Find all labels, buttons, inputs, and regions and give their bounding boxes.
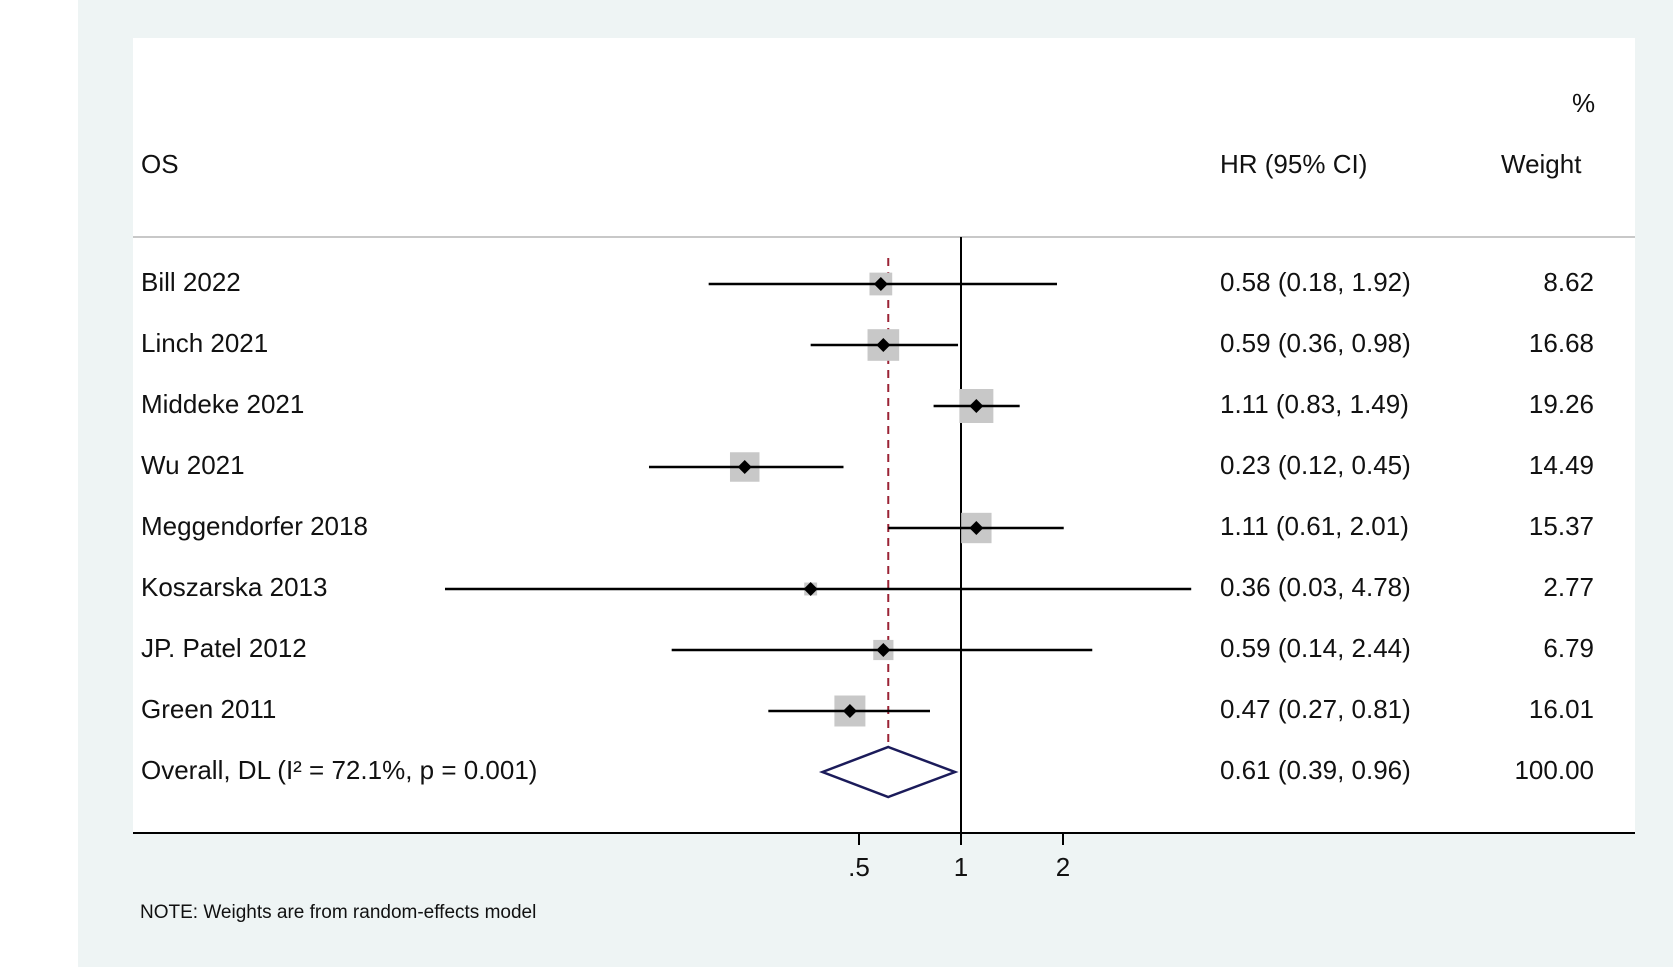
study-name: JP. Patel 2012 (141, 633, 307, 663)
study-hr-ci: 1.11 (0.61, 2.01) (1220, 511, 1409, 541)
forest-plot-layer: .5 1 2 (133, 236, 1635, 882)
study-hr-ci: 1.11 (0.83, 1.49) (1220, 389, 1409, 419)
point-estimate-marker (876, 643, 891, 657)
study-weight: 16.01 (1528, 694, 1594, 724)
study-name: Middeke 2021 (141, 389, 305, 419)
weight-column-header: Weight (1501, 149, 1582, 179)
study-weight: 8.62 (1543, 267, 1594, 297)
study-hr-ci: 0.23 (0.12, 0.45) (1220, 450, 1411, 480)
overall-label: Overall, DL (I² = 72.1%, p = 0.001) (141, 755, 538, 785)
point-estimate-marker (969, 521, 984, 535)
study-name: Bill 2022 (141, 267, 241, 297)
effect-column-header: HR (95% CI) (1220, 149, 1368, 179)
point-estimate-marker (876, 338, 891, 352)
x-axis-tick-label: 1 (954, 852, 968, 882)
point-estimate-marker (969, 399, 984, 413)
study-name: Meggendorfer 2018 (141, 511, 368, 541)
study-hr-ci: 0.58 (0.18, 1.92) (1220, 267, 1411, 297)
overall-diamond (818, 745, 959, 799)
weight-percent-label: % (1572, 88, 1596, 118)
point-estimate-marker (803, 582, 818, 596)
study-hr-ci: 0.36 (0.03, 4.78) (1220, 572, 1411, 602)
plot-panel (133, 38, 1635, 833)
study-hr-ci: 0.59 (0.36, 0.98) (1220, 328, 1411, 358)
x-axis-tick-label: .5 (848, 852, 870, 882)
study-name: Green 2011 (141, 694, 277, 724)
study-weight: 14.49 (1528, 450, 1594, 480)
study-weight: 6.79 (1543, 633, 1594, 663)
study-weight: 15.37 (1528, 511, 1594, 541)
study-weight: 19.26 (1528, 389, 1594, 419)
study-hr-ci: 0.59 (0.14, 2.44) (1220, 633, 1411, 663)
study-weight: 16.68 (1528, 328, 1594, 358)
point-estimate-marker (873, 277, 888, 291)
study-weight: 2.77 (1543, 572, 1594, 602)
point-estimate-marker (737, 460, 752, 474)
overall-hr-ci: 0.61 (0.39, 0.96) (1220, 755, 1411, 785)
study-name: Linch 2021 (141, 328, 269, 358)
study-hr-ci: 0.47 (0.27, 0.81) (1220, 694, 1411, 724)
study-name: Wu 2021 (141, 450, 245, 480)
point-estimate-marker (842, 704, 857, 718)
study-name: Koszarska 2013 (141, 572, 328, 602)
outcome-title: OS (141, 149, 179, 179)
footnote: NOTE: Weights are from random-effects mo… (140, 902, 537, 923)
x-axis-tick-label: 2 (1056, 852, 1070, 882)
overall-weight: 100.00 (1514, 755, 1594, 785)
